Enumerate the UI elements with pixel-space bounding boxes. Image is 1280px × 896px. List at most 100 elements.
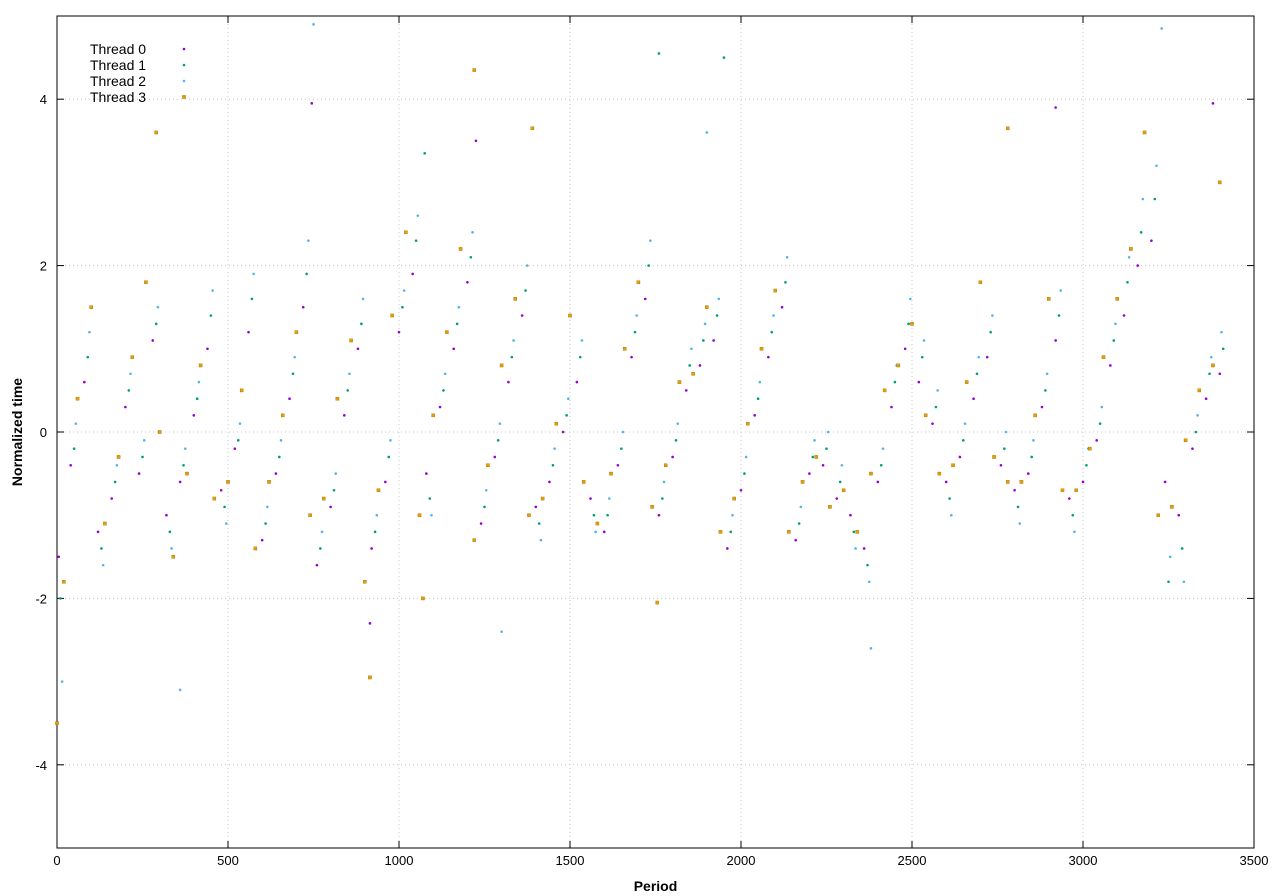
- legend-marker: [182, 63, 186, 67]
- data-point: [539, 538, 543, 542]
- data-point: [1081, 480, 1085, 484]
- data-point: [384, 480, 387, 484]
- data-point: [319, 547, 322, 550]
- data-point: [566, 397, 570, 401]
- data-point: [417, 513, 422, 517]
- x-tick-label: 2500: [898, 853, 927, 868]
- data-point: [96, 530, 100, 534]
- data-point: [1016, 505, 1020, 509]
- data-point: [266, 505, 269, 509]
- x-axis-title: Period: [634, 878, 678, 894]
- data-point: [1122, 314, 1126, 317]
- data-point: [197, 380, 201, 384]
- data-point: [1095, 439, 1098, 442]
- data-point: [661, 497, 664, 500]
- data-point: [279, 439, 283, 442]
- data-point: [881, 447, 885, 450]
- data-point: [1071, 513, 1075, 517]
- data-point: [1040, 405, 1044, 409]
- data-point: [703, 322, 707, 326]
- data-point: [430, 513, 433, 517]
- data-point: [1170, 505, 1174, 509]
- data-point: [312, 23, 315, 26]
- data-point: [684, 389, 688, 392]
- data-point: [236, 439, 240, 442]
- data-point: [767, 355, 770, 359]
- data-point: [445, 330, 449, 334]
- data-point: [580, 339, 584, 342]
- data-point: [360, 322, 363, 326]
- data-point: [310, 102, 314, 105]
- data-point: [963, 422, 967, 425]
- series-2: [60, 23, 1223, 692]
- legend-item: Thread 3: [90, 89, 186, 105]
- data-point: [513, 297, 518, 301]
- data-point: [165, 513, 168, 517]
- data-point: [1182, 580, 1186, 584]
- data-point: [72, 447, 76, 450]
- data-point: [168, 530, 172, 534]
- data-point: [238, 422, 242, 425]
- data-point: [772, 314, 775, 317]
- data-point: [1209, 355, 1213, 359]
- data-point: [931, 422, 934, 425]
- data-point: [677, 380, 682, 384]
- data-point: [247, 330, 250, 334]
- data-point: [512, 339, 515, 342]
- data-point: [643, 297, 647, 301]
- data-point: [59, 597, 62, 600]
- data-point: [1109, 364, 1112, 367]
- x-tick-label: 1500: [556, 853, 585, 868]
- data-point: [233, 447, 237, 450]
- data-point: [397, 330, 401, 334]
- data-point: [239, 388, 244, 393]
- data-point: [438, 405, 442, 409]
- data-point: [156, 305, 160, 309]
- data-point: [944, 480, 948, 484]
- data-point: [144, 280, 148, 284]
- data-point: [621, 430, 625, 434]
- data-point: [676, 422, 680, 425]
- data-point: [320, 530, 324, 534]
- data-point: [291, 372, 295, 376]
- data-point: [452, 347, 456, 351]
- data-point: [1194, 430, 1198, 434]
- data-point: [595, 521, 600, 526]
- data-point: [688, 364, 691, 367]
- data-point: [525, 264, 529, 267]
- data-point: [753, 414, 756, 417]
- data-point: [992, 455, 996, 459]
- data-point: [411, 272, 414, 276]
- data-point: [785, 255, 789, 259]
- gridlines: [57, 16, 1254, 848]
- data-point: [578, 355, 582, 359]
- data-point: [498, 422, 502, 425]
- data-point: [1150, 239, 1153, 242]
- data-point: [402, 289, 406, 292]
- data-point: [662, 480, 666, 484]
- data-point: [335, 396, 340, 401]
- data-point: [455, 322, 459, 326]
- data-point: [442, 389, 445, 392]
- data-point: [540, 496, 545, 501]
- data-point: [113, 480, 117, 484]
- data-point: [758, 380, 762, 384]
- y-axis-title: Normalized time: [9, 378, 25, 486]
- data-point: [252, 272, 255, 276]
- data-point: [794, 538, 798, 542]
- data-point: [471, 231, 474, 234]
- data-point: [151, 339, 155, 342]
- data-point: [83, 380, 86, 384]
- data-point: [1177, 513, 1181, 517]
- data-point: [57, 555, 61, 559]
- data-point: [732, 496, 736, 501]
- data-point: [1136, 264, 1140, 267]
- data-point: [910, 322, 914, 326]
- data-point: [655, 600, 659, 605]
- data-point: [1059, 289, 1063, 292]
- y-tick-label: -2: [35, 591, 47, 606]
- y-tick-label: -4: [35, 758, 47, 773]
- data-point: [499, 363, 504, 368]
- data-points: [55, 23, 1225, 725]
- data-point: [103, 521, 107, 526]
